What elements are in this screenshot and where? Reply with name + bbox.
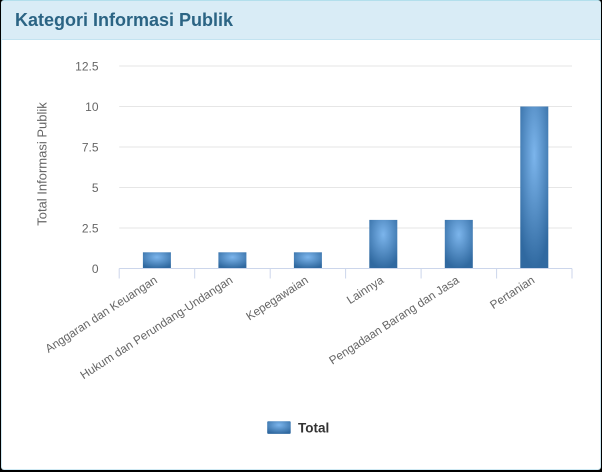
svg-text:Hukum dan Perundang-Undangan: Hukum dan Perundang-Undangan: [78, 274, 235, 382]
svg-text:Pertanian: Pertanian: [488, 274, 537, 312]
svg-text:10: 10: [85, 100, 99, 114]
svg-text:Total Informasi Publik: Total Informasi Publik: [35, 102, 50, 226]
svg-text:Total: Total: [298, 420, 329, 435]
svg-text:0: 0: [92, 262, 99, 276]
svg-text:Lainnya: Lainnya: [345, 273, 387, 307]
svg-text:2.5: 2.5: [82, 221, 99, 235]
svg-text:5: 5: [92, 181, 99, 195]
svg-text:12.5: 12.5: [75, 59, 99, 73]
svg-text:Pengadaan Barang dan Jasa: Pengadaan Barang dan Jasa: [327, 273, 462, 367]
svg-text:Kepegawaian: Kepegawaian: [244, 274, 311, 324]
svg-text:7.5: 7.5: [82, 140, 99, 154]
